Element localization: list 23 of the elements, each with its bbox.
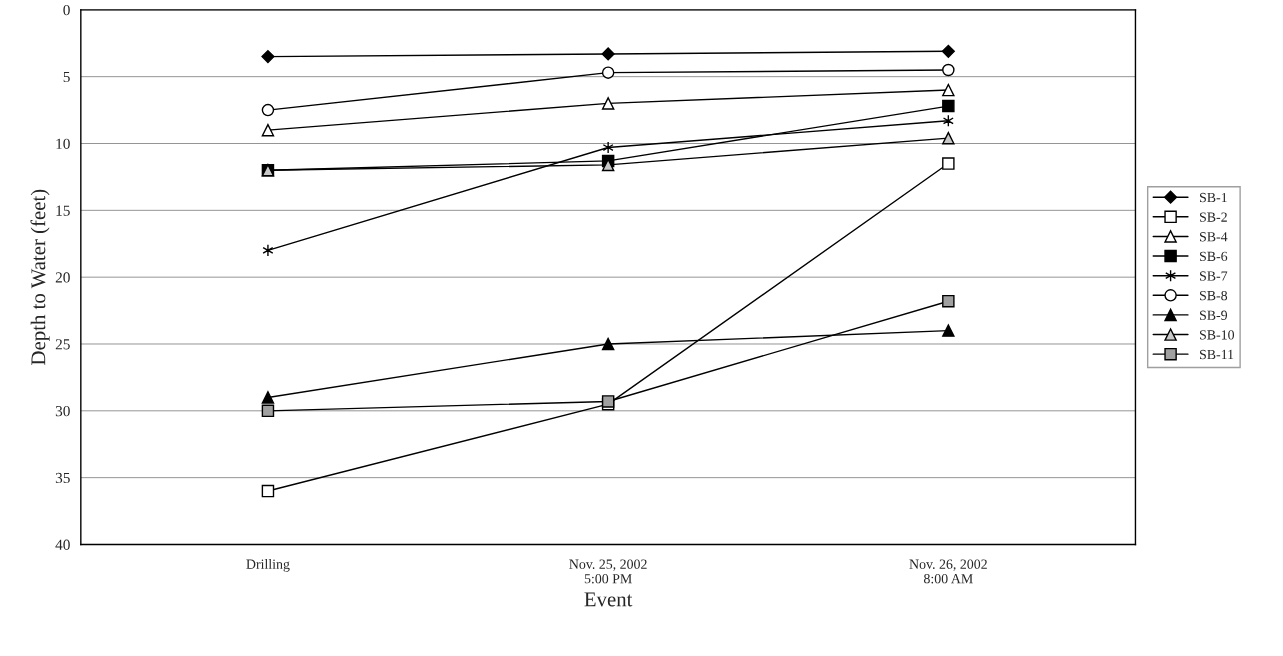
x-tick-label: Nov. 25, 2002 5:00 PM xyxy=(569,559,647,584)
y-tick-label: 40 xyxy=(55,539,70,550)
y-tick-label: 15 xyxy=(56,205,70,216)
y-tick-label: 35 xyxy=(55,472,70,484)
legend-label: SB-9 xyxy=(1199,310,1228,320)
x-axis-title: Event xyxy=(584,592,633,607)
y-tick-label: 20 xyxy=(55,272,70,283)
x-tick-label: Nov. 26, 2002 8:00 AM xyxy=(909,559,987,584)
legend-label: SB-11 xyxy=(1199,349,1234,360)
legend-label: SB-7 xyxy=(1199,271,1228,281)
legend-label: SB-4 xyxy=(1199,232,1228,242)
y-tick-label: 0 xyxy=(63,4,70,16)
legend-label: SB-1 xyxy=(1199,192,1227,203)
legend-label: SB-2 xyxy=(1199,212,1227,222)
y-tick-label: 30 xyxy=(55,405,70,417)
legend-label: SB-8 xyxy=(1199,290,1228,301)
y-axis-title: Depth to Water (feet) xyxy=(30,189,50,365)
x-tick-label: Drilling xyxy=(246,559,290,572)
y-tick-label: 10 xyxy=(56,138,70,149)
legend-label: SB-10 xyxy=(1199,330,1235,340)
y-tick-label: 5 xyxy=(63,71,70,83)
legend-label: SB-6 xyxy=(1199,251,1228,262)
y-tick-label: 25 xyxy=(55,339,70,350)
